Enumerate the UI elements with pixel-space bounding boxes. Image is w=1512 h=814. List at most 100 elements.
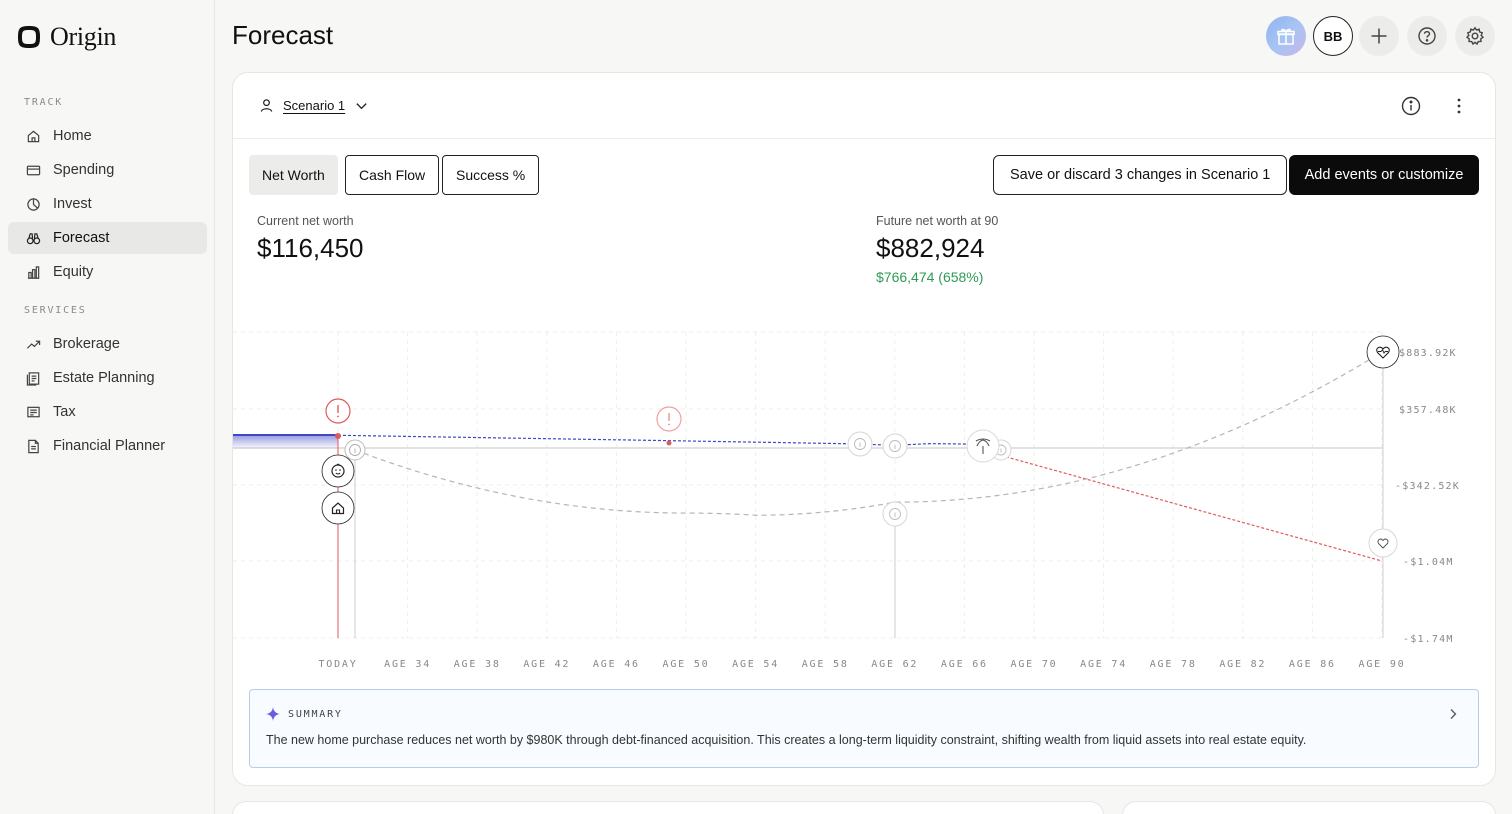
y-tick-label: -$342.52K [1395,481,1460,492]
summary-text: The new home purchase reduces net worth … [266,733,1307,747]
x-tick-label: AGE 78 [1150,659,1197,670]
x-tick-label: AGE 90 [1359,659,1406,670]
y-tick-label: $357.48K [1399,405,1457,416]
help-button[interactable] [1407,16,1447,56]
net-worth-history-fill [233,435,338,449]
info-icon[interactable] [882,501,908,527]
future-net-worth-label: Future net worth at 90 [876,214,999,228]
sidebar-item-label: Forecast [53,230,110,246]
gift-icon [1277,28,1295,45]
summary-title: SUMMARY [288,708,343,720]
document-stack-icon [26,371,40,386]
sidebar-item-spending[interactable]: Spending [8,154,207,186]
sidebar-item-equity[interactable]: Equity [8,256,207,288]
sidebar: Origin TRACK Home Spending Invest Foreca… [0,0,215,814]
x-tick-label: AGE 42 [523,659,570,670]
future-net-worth-value: $882,924 [876,233,985,263]
file-icon [28,439,39,453]
sidebar-item-invest[interactable]: Invest [8,188,207,220]
net-worth-chart: $883.92K $357.48K -$342.52K -$1.04M -$1.… [233,331,1460,670]
x-tick-label: AGE 74 [1080,659,1127,670]
info-icon[interactable] [344,439,366,461]
sidebar-item-forecast[interactable]: Forecast [8,222,207,254]
app-logo[interactable]: Origin [16,22,116,52]
grid-horizontal [233,331,1383,639]
plus-icon [1371,28,1387,44]
heart-icon[interactable] [1368,528,1398,558]
x-axis-labels: TODAY AGE 34 AGE 38 AGE 42 AGE 46 AGE 50 AGE 5… [318,659,1406,670]
more-vertical-icon [1457,98,1461,114]
origin-logo-icon [18,26,40,48]
sidebar-item-tax[interactable]: Tax [8,396,207,428]
settings-button[interactable] [1455,16,1495,56]
tab-success-percent[interactable]: Success % [442,155,540,195]
trend-up-icon [26,340,41,349]
more-options-button[interactable] [1448,95,1470,117]
x-tick-label: AGE 34 [384,659,431,670]
card-toolbar: Scenario 1 [233,73,1495,139]
summary-header: SUMMARY [266,707,343,721]
scenario-label: Scenario 1 [283,98,346,113]
user-icon [260,99,273,112]
x-tick-label: AGE 38 [454,659,501,670]
chevron-down-icon [356,103,367,110]
data-point[interactable] [666,440,672,446]
current-net-worth-label: Current net worth [257,214,354,228]
tab-cash-flow[interactable]: Cash Flow [345,155,440,195]
bar-chart-icon [27,265,40,279]
heart-icon[interactable] [1366,335,1400,369]
x-tick-label: AGE 66 [941,659,988,670]
x-tick-label: AGE 82 [1219,659,1266,670]
app-name: Origin [50,22,117,51]
add-events-button[interactable]: Add events or customize [1289,155,1479,195]
alert-icon[interactable] [325,398,351,424]
sidebar-item-label: Estate Planning [53,370,155,386]
pie-chart-icon [27,197,40,211]
x-tick-label: AGE 70 [1011,659,1058,670]
alert-icon[interactable] [656,406,682,432]
secondary-card [1122,801,1496,814]
data-point[interactable] [335,433,341,439]
info-icon[interactable] [847,431,873,457]
help-icon [1418,27,1436,45]
alternative-scenario-line [355,351,1383,516]
y-tick-label: -$1.04M [1403,557,1454,568]
page-title: Forecast [232,20,334,50]
info-button[interactable] [1400,95,1422,117]
info-icon [1401,96,1421,116]
baby-icon[interactable] [321,454,355,488]
future-net-worth-delta: $766,474 (658%) [876,269,984,285]
summary-panel[interactable]: SUMMARY The new home purchase reduces ne… [249,689,1479,768]
sidebar-item-brokerage[interactable]: Brokerage [8,328,207,360]
x-tick-label: AGE 62 [871,659,918,670]
sidebar-item-label: Invest [53,196,92,212]
sidebar-item-home[interactable]: Home [8,120,207,152]
x-tick-label: AGE 86 [1289,659,1336,670]
scenario-selector[interactable]: Scenario 1 [259,98,369,113]
gift-button[interactable] [1266,16,1306,56]
sidebar-item-label: Tax [53,404,76,420]
chevron-right-icon [1450,709,1457,719]
avatar[interactable]: BB [1313,16,1353,56]
add-button[interactable] [1359,16,1399,56]
sparkle-icon [266,707,280,721]
x-tick-label: AGE 50 [663,659,710,670]
sidebar-item-label: Brokerage [53,336,120,352]
palm-tree-icon[interactable] [966,429,1000,463]
save-or-discard-button[interactable]: Save or discard 3 changes in Scenario 1 [993,155,1288,195]
home-icon[interactable] [321,491,355,525]
sidebar-item-label: Home [53,128,92,144]
x-tick-label: AGE 46 [593,659,640,670]
forecast-card: Scenario 1 Net Worth Cash Flow Success %… [232,72,1496,786]
sidebar-item-label: Spending [53,162,115,178]
y-tick-label: $883.92K [1399,348,1457,359]
sidebar-item-label: Equity [53,264,94,280]
section-title-track: TRACK [24,97,64,108]
sidebar-item-estate-planning[interactable]: Estate Planning [8,362,207,394]
card-icon [26,165,41,175]
home-icon [27,130,40,142]
sidebar-item-label: Financial Planner [53,438,166,454]
tab-net-worth[interactable]: Net Worth [249,155,338,195]
sidebar-item-financial-planner[interactable]: Financial Planner [8,430,207,462]
info-icon[interactable] [882,433,908,459]
